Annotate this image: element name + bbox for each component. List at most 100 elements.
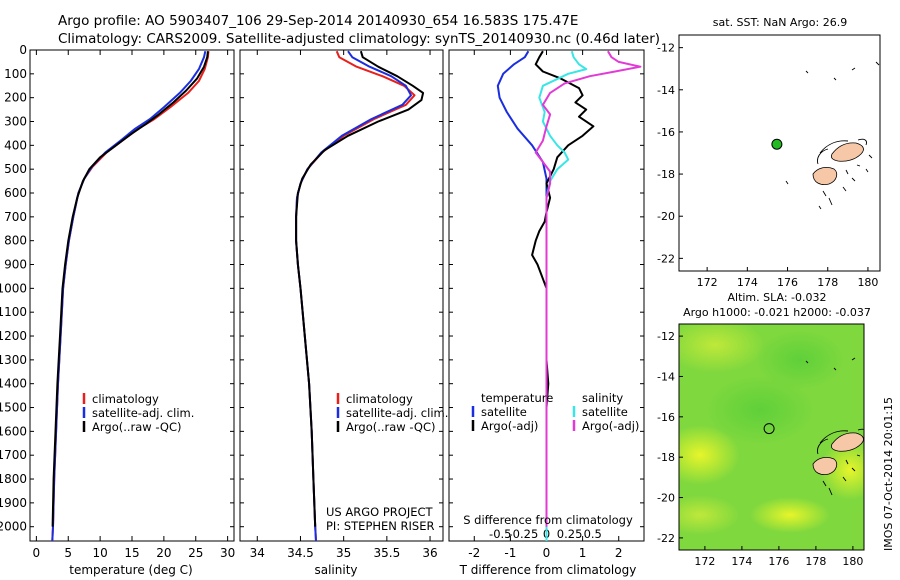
- y-tick-label: 500: [4, 162, 27, 176]
- y-tick-label: 400: [4, 138, 27, 152]
- island-vanua-levu-shape: [812, 457, 838, 475]
- top-tick-label: -0.5: [489, 527, 511, 541]
- sla-map-frame: [678, 323, 865, 551]
- difference-top-label: S difference from climatology: [463, 513, 633, 527]
- sla-high-patch: [679, 425, 740, 485]
- sla-high-patch: [820, 440, 864, 500]
- series-line: [51, 51, 210, 541]
- x-tick-label: -2: [468, 546, 480, 560]
- y-tick-label: 1200: [0, 329, 27, 343]
- y-tick-label: 1900: [0, 496, 27, 510]
- sla-high-patch: [750, 497, 830, 533]
- map-x-tick-label: 172: [697, 276, 718, 289]
- sla-low-patch: [755, 330, 845, 390]
- temperature-axes-frame: [29, 49, 235, 542]
- y-tick-label: 2000: [0, 520, 27, 534]
- salinity-legend: climatology satellite-adj. clim. Argo(..…: [336, 392, 448, 434]
- y-tick-label: 1000: [0, 281, 27, 295]
- series-line: [51, 51, 209, 527]
- difference-panel: -2 -1 0 1 2-0.5-0.25 0 0.25 0.5 S difference fr…: [448, 49, 645, 577]
- sst-map: sat. SST: NaN Argo: 26.9 172 174 176 178 180…: [657, 16, 881, 289]
- legend-temp-satellite-label: satellite: [481, 405, 527, 419]
- top-tick-label: 0.5: [584, 527, 602, 541]
- coastline-fragments: [785, 61, 880, 210]
- legend-salinity-title: salinity: [582, 391, 623, 405]
- header-line1: Argo profile: AO 5903407_106 29-Sep-2014…: [58, 13, 578, 29]
- sla-map-title-line1: Altim. SLA: -0.032: [727, 291, 826, 304]
- y-tick-label: 100: [4, 67, 27, 81]
- sla-patch: [679, 495, 740, 535]
- map-x-tick-label: 176: [777, 276, 798, 289]
- legend-argo-label: Argo(..raw -QC): [92, 420, 182, 434]
- map-y-tick-label: -18: [657, 168, 675, 181]
- salinity-panel: 34 34.5 35 35.5 36 salinity climatology sate…: [239, 49, 448, 577]
- coastline-fragments: [805, 357, 864, 496]
- map-y-tick-label: -14: [657, 370, 675, 383]
- map-y-tick-label: -18: [657, 451, 675, 464]
- legend-satellite-label: satellite-adj. clim.: [346, 406, 448, 420]
- map-x-tick-label: 178: [805, 555, 826, 568]
- y-tick-label: 1800: [0, 472, 27, 486]
- map-y-tick-label: -12: [657, 42, 675, 55]
- sla-low-patch: [705, 375, 815, 445]
- salinity-lines: [295, 50, 425, 541]
- x-tick-label: 1: [579, 546, 587, 560]
- map-x-tick-label: 178: [817, 276, 838, 289]
- sla-map-ticks: 172 174 176 178 180 -12 -14 -16 -18 -20 -22: [657, 330, 863, 568]
- y-tick-label: 1500: [0, 401, 27, 415]
- map-x-tick-label: 180: [842, 555, 863, 568]
- salinity-axes-frame: [239, 49, 444, 542]
- sst-map-title: sat. SST: NaN Argo: 26.9: [713, 16, 847, 29]
- series-line: [531, 50, 595, 527]
- difference-legend: temperature satellite Argo(-adj) salinit…: [471, 391, 639, 433]
- imos-stamp: IMOS 07-Oct-2014 20:01:15: [882, 397, 895, 551]
- legend-temp-argo-label: Argo(-adj): [481, 419, 538, 433]
- argo-position-marker: [771, 138, 783, 150]
- y-tick-label: 600: [4, 186, 27, 200]
- x-tick-label: 25: [188, 546, 203, 560]
- difference-ticks: -2 -1 0 1 2-0.5-0.25 0 0.25 0.5: [449, 49, 644, 560]
- x-tick-label: 34.5: [287, 546, 314, 560]
- legend-sal-satellite-label: satellite: [582, 405, 628, 419]
- sla-map-field: [679, 324, 864, 550]
- sst-map-coast: [785, 61, 880, 210]
- difference-lines: [496, 50, 642, 541]
- legend-sal-argo-label: Argo(-adj): [582, 419, 639, 433]
- y-tick-label: 200: [4, 91, 27, 105]
- header-line2: Climatology: CARS2009. Satellite-adjuste…: [58, 31, 660, 47]
- map-y-tick-label: -20: [657, 492, 675, 505]
- legend-climatology-label: climatology: [346, 392, 413, 406]
- top-tick-label: -0.25: [509, 527, 539, 541]
- map-x-tick-label: 176: [768, 555, 789, 568]
- legend-argo-label: Argo(..raw -QC): [346, 420, 436, 434]
- map-y-tick-label: -20: [657, 210, 675, 223]
- y-tick-label: 0: [19, 43, 27, 57]
- map-y-tick-label: -16: [657, 126, 675, 139]
- argo-position-marker: [763, 423, 775, 435]
- x-tick-label: 0: [33, 546, 41, 560]
- map-y-tick-label: -22: [657, 532, 675, 545]
- difference-xlabel: T difference from climatology: [459, 563, 637, 577]
- x-tick-label: 36: [422, 546, 437, 560]
- map-y-tick-label: -12: [657, 330, 675, 343]
- series-line: [295, 50, 425, 527]
- temperature-panel: 0 5 10 15 20 25 300100200300400500600700800900…: [0, 43, 235, 577]
- legend-satellite-label: satellite-adj. clim.: [92, 406, 194, 420]
- map-y-tick-label: -14: [657, 84, 675, 97]
- x-tick-label: 15: [124, 546, 139, 560]
- x-tick-label: 5: [64, 546, 72, 560]
- x-tick-label: 35.5: [373, 546, 400, 560]
- map-y-tick-label: -16: [657, 411, 675, 424]
- y-tick-label: 700: [4, 210, 27, 224]
- y-tick-label: 1600: [0, 424, 27, 438]
- y-tick-label: 800: [4, 234, 27, 248]
- series-line: [534, 50, 642, 527]
- island-viti-levu-shape: [830, 432, 864, 452]
- legend-climatology-label: climatology: [92, 392, 159, 406]
- temperature-ticks: 0 5 10 15 20 25 300100200300400500600700800900…: [0, 43, 235, 560]
- island-viti-levu-shape: [830, 142, 864, 162]
- sla-map-title-line2: Argo h1000: -0.021 h2000: -0.037: [683, 306, 871, 319]
- x-tick-label: 20: [156, 546, 171, 560]
- top-tick-label: 0.25: [557, 527, 583, 541]
- y-tick-label: 1700: [0, 448, 27, 462]
